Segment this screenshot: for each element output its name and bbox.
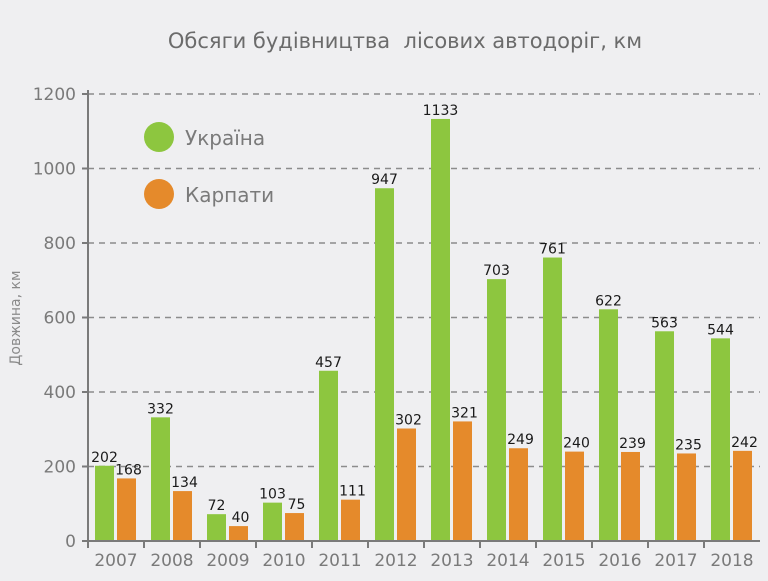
- bar-karpaty: [341, 499, 360, 541]
- x-tick-label: 2018: [710, 551, 753, 571]
- data-label: 202: [91, 450, 118, 466]
- bar-karpaty: [173, 491, 192, 541]
- legend-label: Карпати: [185, 183, 274, 207]
- legend-marker: [144, 179, 174, 209]
- y-tick-label: 600: [44, 309, 76, 329]
- x-tick-label: 2012: [374, 551, 417, 571]
- bar-ukraine: [95, 465, 114, 541]
- data-label: 947: [371, 172, 398, 188]
- y-axis-label: Довжина, км: [8, 270, 24, 365]
- y-tick-label: 0: [65, 532, 76, 552]
- data-label: 75: [288, 497, 306, 513]
- data-label: 563: [651, 315, 678, 331]
- bar-ukraine: [431, 118, 450, 542]
- bar-ukraine: [375, 188, 394, 541]
- bar-ukraine: [151, 417, 170, 541]
- bar-karpaty: [229, 526, 248, 541]
- data-label: 242: [731, 435, 758, 451]
- y-tick-label: 200: [44, 458, 76, 478]
- data-label: 302: [395, 413, 422, 429]
- data-label: 239: [619, 436, 646, 452]
- data-label: 544: [707, 322, 734, 338]
- bar-karpaty: [733, 450, 752, 541]
- data-label: 240: [563, 436, 590, 452]
- bar-karpaty: [621, 451, 640, 541]
- x-tick-label: 2016: [598, 551, 641, 571]
- data-label: 761: [539, 242, 566, 258]
- data-label: 235: [675, 437, 702, 453]
- data-label: 457: [315, 355, 342, 371]
- bar-ukraine: [263, 502, 282, 541]
- bar-karpaty: [677, 453, 696, 541]
- data-label: 72: [208, 498, 226, 514]
- data-label: 249: [507, 432, 534, 448]
- data-label: 622: [595, 293, 622, 309]
- data-label: 1133: [423, 103, 459, 119]
- data-label: 703: [483, 263, 510, 279]
- y-tick-label: 1200: [33, 85, 76, 105]
- bar-ukraine: [543, 257, 562, 541]
- x-tick-label: 2015: [542, 551, 585, 571]
- x-tick-label: 2017: [654, 551, 697, 571]
- data-label: 103: [259, 487, 286, 503]
- x-tick-label: 2008: [150, 551, 193, 571]
- data-label: 111: [339, 484, 366, 500]
- bar-ukraine: [655, 331, 674, 541]
- data-label: 321: [451, 405, 478, 421]
- bar-karpaty: [117, 478, 136, 541]
- legend-marker: [144, 122, 174, 152]
- legend-label: Україна: [185, 126, 265, 150]
- x-tick-label: 2011: [318, 551, 361, 571]
- y-tick-label: 1000: [33, 160, 76, 180]
- bar-ukraine: [487, 279, 506, 541]
- bar-ukraine: [319, 370, 338, 541]
- data-label: 134: [171, 475, 198, 491]
- data-label: 40: [232, 510, 250, 526]
- chart-title: Обсяги будівництва лісових автодоріг, км: [168, 29, 642, 53]
- x-tick-label: 2007: [94, 551, 137, 571]
- bar-ukraine: [599, 309, 618, 541]
- x-tick-label: 2010: [262, 551, 305, 571]
- x-tick-label: 2013: [430, 551, 473, 571]
- x-tick-label: 2009: [206, 551, 249, 571]
- y-tick-label: 400: [44, 383, 76, 403]
- bar-karpaty: [285, 513, 304, 541]
- bar-karpaty: [509, 448, 528, 541]
- bar-ukraine: [207, 514, 226, 541]
- data-label: 332: [147, 401, 174, 417]
- bar-karpaty: [453, 421, 472, 541]
- bar-karpaty: [397, 428, 416, 541]
- x-tick-label: 2014: [486, 551, 529, 571]
- y-tick-label: 800: [44, 234, 76, 254]
- data-label: 168: [115, 462, 142, 478]
- bar-karpaty: [565, 451, 584, 541]
- bar-ukraine: [711, 338, 730, 541]
